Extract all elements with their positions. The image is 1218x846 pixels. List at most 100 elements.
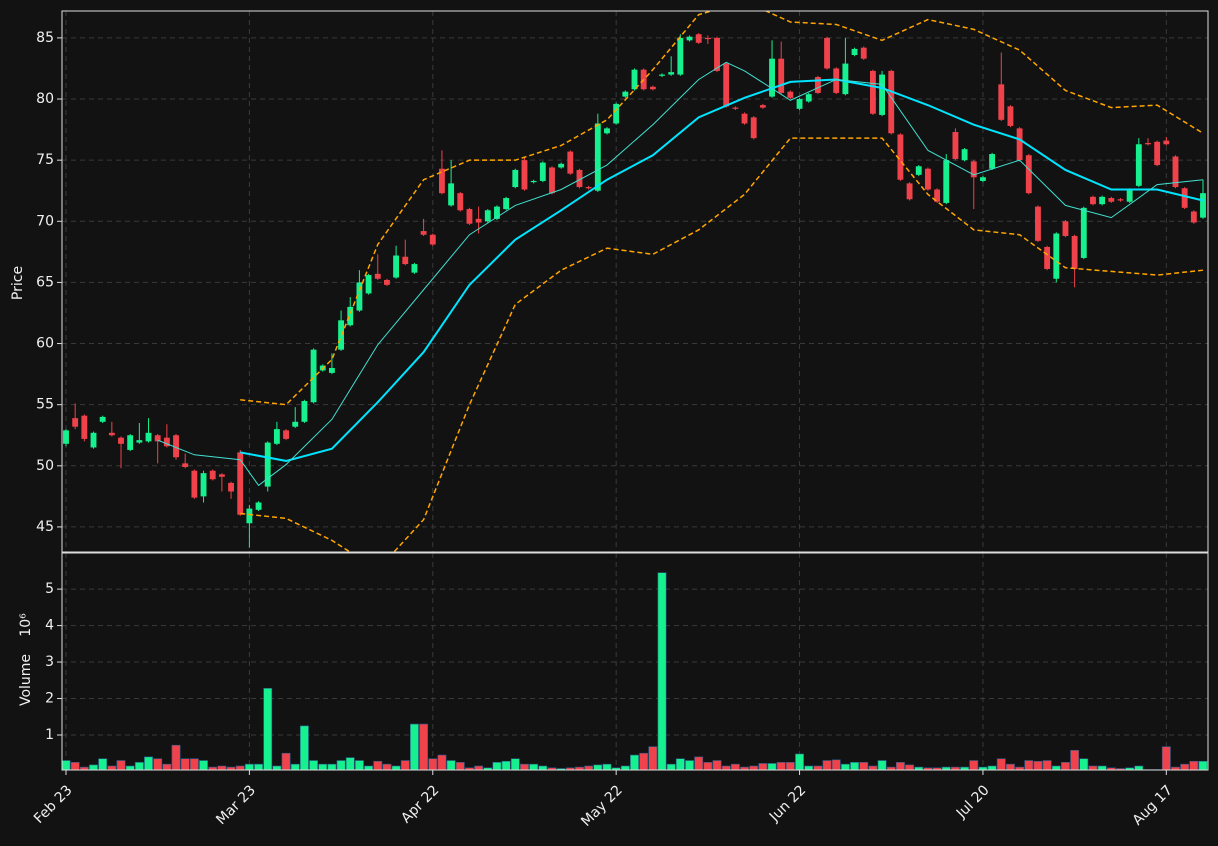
- candle-body: [430, 235, 436, 245]
- candle-body: [696, 34, 702, 43]
- candle-body: [659, 75, 665, 76]
- candle-body: [668, 72, 674, 74]
- candle-body: [1200, 193, 1206, 217]
- volume-bar: [89, 765, 97, 770]
- candle-body: [742, 114, 748, 124]
- volume-bar: [850, 762, 858, 770]
- candle-body: [677, 38, 683, 75]
- candle-body: [146, 433, 152, 442]
- volume-bar: [135, 762, 143, 770]
- candle-body: [989, 154, 995, 169]
- candle-body: [118, 438, 124, 444]
- volume-bar: [117, 761, 125, 770]
- y-tick-label: 80: [36, 91, 54, 107]
- candle-body: [136, 440, 142, 442]
- candle-body: [1026, 155, 1032, 193]
- candle-body: [586, 187, 592, 188]
- volume-bar: [1199, 761, 1207, 770]
- volume-bar: [731, 764, 739, 770]
- volume-bar: [181, 759, 189, 770]
- volume-bar: [1080, 759, 1088, 770]
- candle-body: [705, 38, 711, 39]
- candle-body: [246, 509, 252, 524]
- y-tick-label: 2: [45, 691, 54, 707]
- volume-bar: [511, 759, 519, 770]
- candle-body: [531, 181, 537, 182]
- candle-body: [1145, 143, 1151, 144]
- candle-body: [72, 418, 78, 427]
- volume-bar: [355, 761, 363, 770]
- candle-body: [1136, 144, 1142, 186]
- volume-bar: [759, 763, 767, 770]
- candle-body: [512, 170, 518, 187]
- candle-body: [1008, 106, 1014, 126]
- y-tick-label: 1: [45, 727, 54, 743]
- volume-bar: [520, 764, 528, 770]
- volume-bar: [172, 745, 180, 770]
- candle-body: [421, 231, 427, 235]
- candle-body: [952, 132, 958, 159]
- candle-body: [375, 274, 381, 279]
- candle-body: [127, 435, 133, 450]
- candle-body: [824, 38, 830, 69]
- price-axis-label: Price: [10, 266, 26, 300]
- candle-body: [1099, 197, 1105, 204]
- candle-body: [604, 128, 610, 133]
- candle-body: [1053, 234, 1059, 279]
- volume-bar: [1162, 747, 1170, 770]
- candle-body: [769, 59, 775, 97]
- volume-bar: [309, 761, 317, 770]
- volume-bar: [493, 762, 501, 770]
- volume-bar: [667, 764, 675, 770]
- volume-bar: [163, 764, 171, 770]
- volume-bar: [1061, 762, 1069, 770]
- candle-body: [650, 87, 656, 89]
- volume-bar: [456, 762, 464, 770]
- candle-body: [998, 84, 1004, 119]
- volume-bar: [795, 754, 803, 770]
- candle-body: [100, 417, 106, 422]
- volume-bar: [447, 761, 455, 770]
- candle-body: [109, 433, 115, 435]
- y-tick-label: 75: [36, 152, 54, 168]
- candle-body: [393, 256, 399, 278]
- volume-bar: [291, 764, 299, 770]
- volume-bar: [539, 766, 547, 770]
- volume-bar: [786, 762, 794, 770]
- volume-bar: [199, 761, 207, 770]
- volume-bar: [1052, 766, 1060, 770]
- candle-body: [842, 64, 848, 95]
- y-tick-label: 70: [36, 213, 54, 229]
- volume-bar: [988, 766, 996, 770]
- volume-bar: [108, 766, 116, 770]
- candle-body: [916, 166, 922, 175]
- candle-body: [1118, 199, 1124, 200]
- candle-body: [366, 275, 372, 293]
- candle-body: [191, 471, 197, 498]
- candle-body: [256, 502, 262, 509]
- candle-body: [714, 38, 720, 71]
- candle-body: [1108, 198, 1114, 202]
- volume-bar: [603, 764, 611, 770]
- candle-body: [723, 64, 729, 107]
- volume-bar: [300, 726, 308, 770]
- candle-body: [182, 463, 188, 467]
- volume-bar: [585, 766, 593, 770]
- candle-body: [274, 429, 280, 444]
- candle-body: [201, 473, 207, 496]
- volume-bar: [970, 761, 978, 770]
- y-tick-label: 45: [36, 519, 54, 535]
- volume-bar: [1135, 766, 1143, 770]
- volume-bar: [832, 760, 840, 770]
- volume-bar: [878, 761, 886, 770]
- y-tick-label: 50: [36, 458, 54, 474]
- volume-bar: [364, 766, 372, 770]
- volume-bar: [841, 764, 849, 770]
- volume-bar: [869, 766, 877, 770]
- candle-body: [292, 422, 298, 427]
- candle-body: [283, 430, 289, 439]
- volume-bar: [245, 764, 253, 770]
- volume-scale-label: 10⁶: [18, 613, 34, 637]
- candle-body: [210, 471, 216, 480]
- volume-bar: [630, 755, 638, 770]
